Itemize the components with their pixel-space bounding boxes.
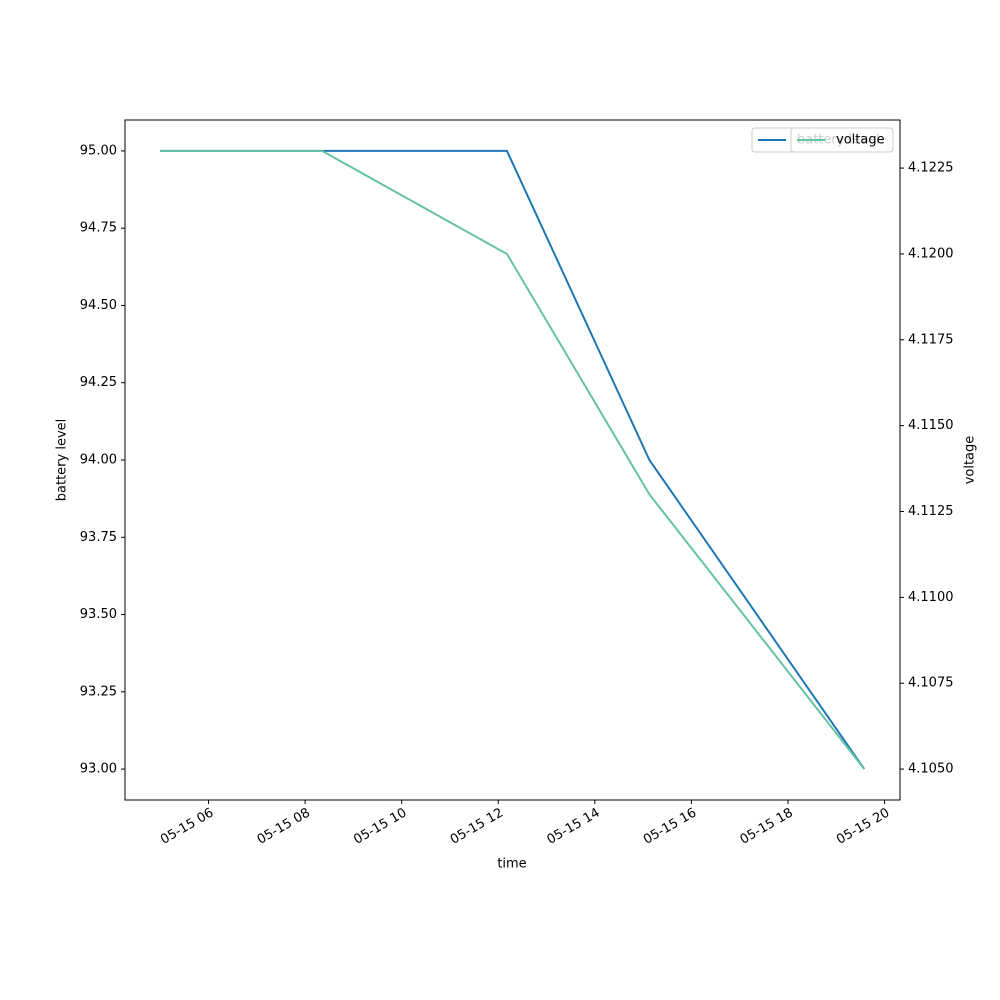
legend-box (790, 127, 894, 153)
plot-frame (124, 119, 901, 801)
y2-tick-label: 4.1075 (908, 676, 954, 691)
x-tick-label: 05-15 16 (641, 806, 699, 848)
y2-tick-label: 4.1100 (908, 590, 954, 605)
legend-label: voltage (836, 133, 885, 148)
series-line (160, 149, 866, 770)
x-tick-label: 05-15 20 (834, 806, 892, 848)
y-tick-label: 93.25 (80, 684, 117, 699)
y2-tick-label: 4.1050 (908, 762, 954, 777)
y-tick-label: 94.25 (80, 375, 117, 390)
x-tick-label: 05-15 18 (738, 806, 796, 848)
x-axis-label: time (497, 857, 526, 872)
y-tick-label: 93.75 (80, 530, 117, 545)
y2-axis-label: voltage (963, 436, 978, 485)
y-tick-label: 95.00 (80, 143, 117, 158)
y-tick-label: 94.50 (80, 298, 117, 313)
y2-tick-label: 4.1200 (908, 246, 954, 261)
x-tick-label: 05-15 08 (255, 806, 313, 848)
y-tick-label: 93.00 (80, 762, 117, 777)
y2-tick-label: 4.1175 (908, 332, 954, 347)
x-tick-label: 05-15 12 (448, 806, 506, 848)
series-line (160, 149, 866, 770)
y-tick-label: 94.75 (80, 221, 117, 236)
y-tick-label: 93.50 (80, 607, 117, 622)
x-tick-label: 05-15 10 (351, 806, 409, 848)
y2-tick-label: 4.1225 (908, 161, 954, 176)
y2-tick-label: 4.1125 (908, 504, 954, 519)
x-tick-label: 05-15 14 (544, 806, 602, 848)
y-axis-label: battery level (55, 419, 70, 502)
x-tick-label: 05-15 06 (158, 806, 216, 848)
y2-tick-label: 4.1150 (908, 418, 954, 433)
y-tick-label: 94.00 (80, 453, 117, 468)
